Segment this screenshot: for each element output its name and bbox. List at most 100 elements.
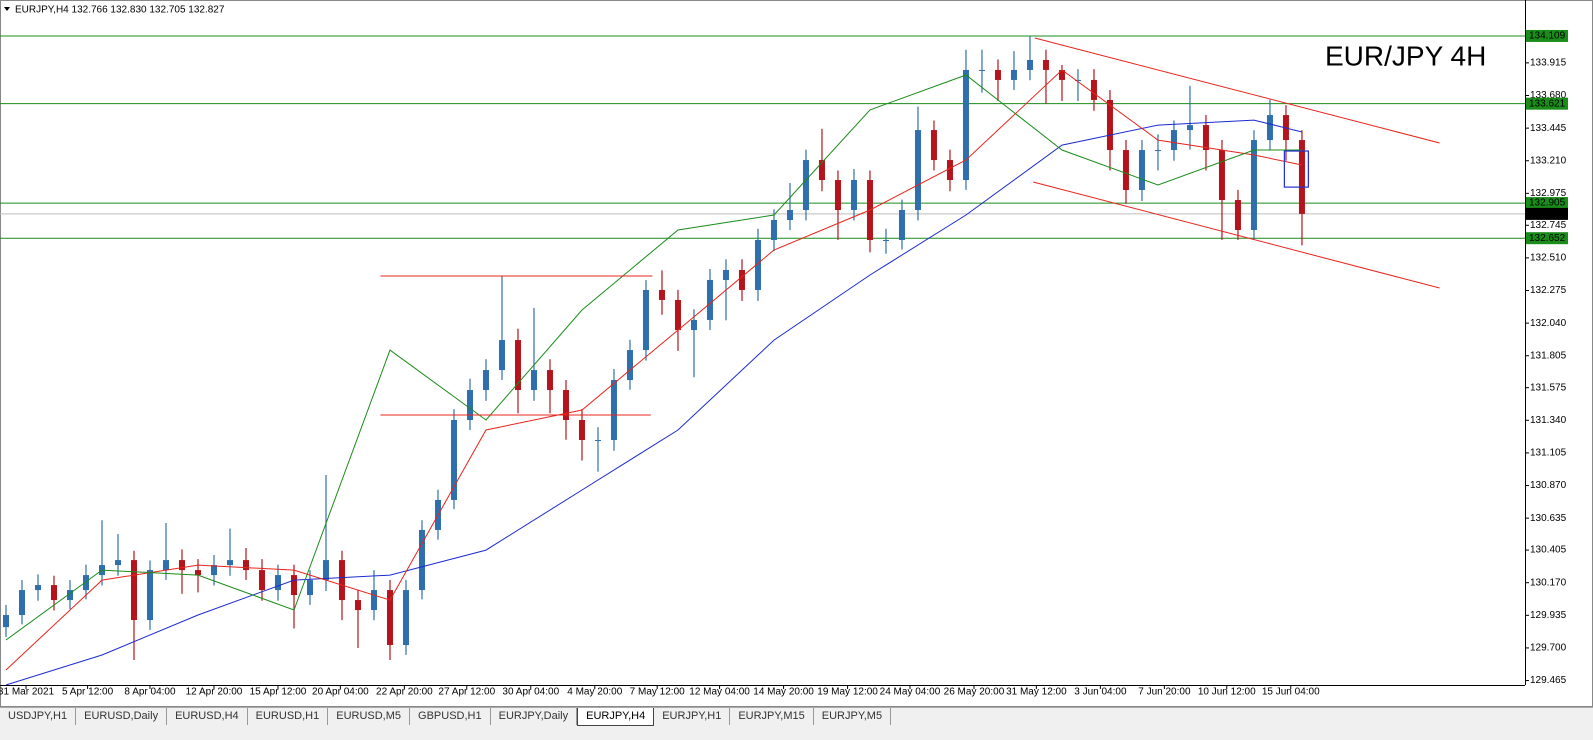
candle-body — [722, 269, 729, 280]
y-tick-label: 130.870 — [1530, 480, 1567, 491]
x-tick-label: 20 Apr 04:00 — [312, 687, 369, 698]
y-tick-label: 132.510 — [1530, 253, 1567, 264]
x-tick-label: 15 Apr 12:00 — [250, 687, 307, 698]
y-tick-label: 132.975 — [1530, 188, 1567, 199]
y-tick-label: 129.935 — [1530, 610, 1567, 621]
candle-body — [898, 210, 905, 240]
candle-body — [418, 529, 425, 591]
x-tick-label: 3 Jun 04:00 — [1074, 687, 1127, 698]
candle-body — [706, 279, 713, 320]
candle-body — [1202, 125, 1209, 151]
candle-body — [1026, 59, 1033, 70]
x-tick-label: 5 Apr 12:00 — [62, 687, 114, 698]
price-label: 132.827 — [1529, 209, 1566, 220]
x-tick-label: 12 May 04:00 — [689, 687, 750, 698]
candle-body — [338, 560, 345, 601]
y-tick-label: 133.210 — [1530, 155, 1567, 166]
symbol-tab[interactable]: EURUSD,Daily — [76, 708, 168, 725]
candle-body — [1138, 150, 1145, 191]
candle-body — [18, 590, 25, 616]
level-label: 133.621 — [1529, 98, 1566, 109]
chart-frame — [0, 0, 1593, 707]
candle-body — [818, 160, 825, 181]
x-tick-label: 15 Jun 04:00 — [1262, 687, 1320, 698]
tab-bar: USDJPY,H1 EURUSD,Daily EURUSD,H4 EURUSD,H1 E… — [0, 707, 1593, 740]
level-label: 132.905 — [1529, 198, 1566, 209]
candle-body — [962, 69, 969, 181]
candle-body — [1090, 79, 1097, 100]
level-label: 132.652 — [1529, 233, 1566, 244]
plot-area — [0, 35, 1525, 685]
candle-body — [82, 575, 89, 591]
candle-body — [66, 590, 73, 601]
symbol-tab[interactable]: USDJPY,H1 — [0, 708, 77, 725]
candle-body — [1106, 99, 1113, 151]
candle-body — [690, 319, 697, 331]
candle-body — [402, 590, 409, 646]
candle-body — [1170, 130, 1177, 151]
candle-body — [162, 560, 169, 571]
y-tick-label: 131.805 — [1530, 350, 1567, 361]
x-tick-label: 27 Apr 12:00 — [438, 687, 495, 698]
x-tick-label: 24 May 04:00 — [880, 687, 941, 698]
candle-body — [226, 560, 233, 566]
x-tick-label: 22 Apr 20:00 — [376, 687, 433, 698]
candle-body — [306, 580, 313, 596]
candle-body — [914, 130, 921, 211]
candle-body — [1058, 69, 1065, 80]
y-tick-label: 132.745 — [1530, 220, 1567, 231]
candle-body — [1074, 79, 1081, 81]
candle-body — [114, 560, 121, 566]
candle-body — [978, 69, 985, 71]
candle-body — [530, 370, 537, 391]
candle-body — [850, 180, 857, 211]
y-tick-label: 131.340 — [1530, 415, 1567, 426]
level-label: 134.109 — [1529, 31, 1566, 42]
y-tick-label: 130.405 — [1530, 545, 1567, 556]
candle-body — [274, 575, 281, 591]
y-tick-label: 131.575 — [1530, 382, 1567, 393]
chart: EURJPY,H4 132.766 132.830 132.705 132.82… — [0, 0, 1593, 707]
x-tick-label: 31 May 12:00 — [1006, 687, 1067, 698]
symbol-tab[interactable]: EURUSD,H1 — [248, 708, 329, 725]
moving-average — [5, 74, 1302, 641]
candle-body — [2, 615, 9, 628]
x-tick-label: 7 Jun 20:00 — [1138, 687, 1191, 698]
candle-body — [466, 390, 473, 421]
candle-body — [354, 600, 361, 611]
level-label-box — [1526, 29, 1568, 42]
y-tick-label: 132.040 — [1530, 318, 1567, 329]
symbol-tab[interactable]: EURUSD,H4 — [167, 708, 248, 725]
symbol-tab[interactable]: GBPUSD,H1 — [410, 708, 491, 725]
candle-body — [546, 370, 553, 391]
candle-body — [386, 590, 393, 646]
candle-body — [770, 220, 777, 240]
symbol-tab[interactable]: EURJPY,H1 — [654, 708, 731, 725]
candle-body — [482, 370, 489, 391]
symbol-tab[interactable]: EURJPY,M15 — [730, 708, 814, 725]
x-tick-label: 8 Apr 04:00 — [124, 687, 176, 698]
candle-body — [994, 69, 1001, 80]
x-tick-label: 4 May 20:00 — [567, 687, 622, 698]
y-tick-label: 133.445 — [1530, 123, 1567, 134]
candle-body — [1250, 140, 1257, 230]
candle-body — [322, 560, 329, 581]
highlight-box — [1283, 150, 1309, 188]
symbol-tab[interactable]: EURJPY,H4 — [577, 708, 655, 726]
symbol-tab[interactable]: EURJPY,Daily — [491, 708, 578, 725]
menu-triangle[interactable] — [4, 7, 10, 11]
candle-body — [1218, 150, 1225, 201]
symbol-tab[interactable]: EURJPY,M5 — [814, 708, 892, 725]
level-label-box — [1526, 197, 1568, 210]
y-tick-label: 131.105 — [1530, 448, 1567, 459]
symbol-tab[interactable]: EURUSD,M5 — [328, 708, 411, 725]
y-tick-label: 129.465 — [1530, 675, 1567, 686]
y-tick-label: 130.170 — [1530, 577, 1567, 588]
y-tick-label: 132.275 — [1530, 285, 1567, 296]
price-label-box — [1526, 207, 1568, 220]
candle-body — [754, 239, 761, 290]
candle-body — [562, 390, 569, 421]
candle-body — [1154, 150, 1161, 152]
y-tick-label: 133.915 — [1530, 58, 1567, 69]
